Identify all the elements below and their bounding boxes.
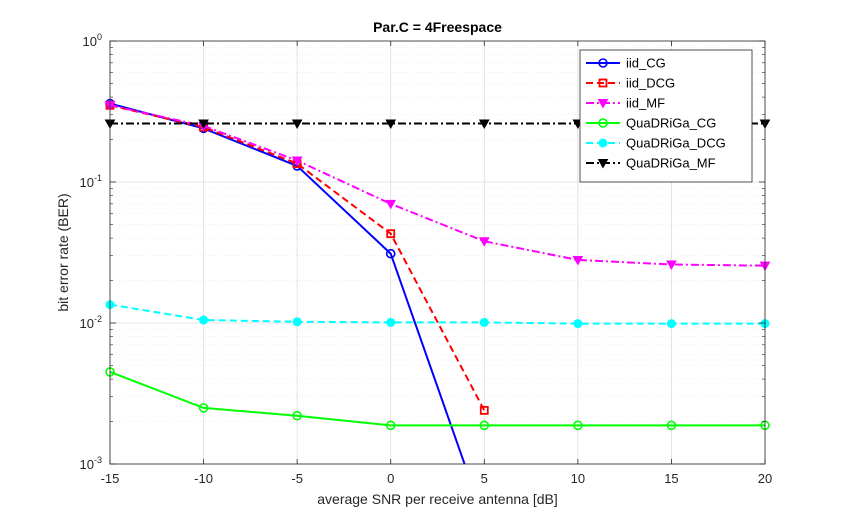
legend-label: QuaDRiGa_DCG <box>626 136 726 151</box>
data-point <box>198 119 209 130</box>
x-tick-label: 10 <box>571 471 585 486</box>
x-tick-label: -5 <box>291 471 303 486</box>
data-point <box>478 119 490 130</box>
data-point <box>386 317 396 327</box>
data-point <box>292 317 302 327</box>
series-QuaDRiGa_CG <box>105 367 770 431</box>
data-point <box>597 99 609 109</box>
data-point <box>385 199 397 210</box>
legend-item: iid_MF <box>586 96 665 111</box>
data-point <box>291 156 303 167</box>
data-point <box>478 237 490 247</box>
data-point <box>292 410 302 421</box>
data-point <box>385 420 396 431</box>
series-iid_MF <box>104 101 771 272</box>
series-line <box>110 104 765 267</box>
legend-item: QuaDRiGa_CG <box>586 116 716 131</box>
data-point <box>479 405 489 415</box>
data-point <box>199 315 209 325</box>
legend-item: iid_CG <box>586 56 666 71</box>
data-point <box>479 317 489 327</box>
legend-label: iid_CG <box>626 56 666 71</box>
data-point <box>598 118 608 128</box>
x-axis-label: average SNR per receive antenna [dB] <box>317 491 557 507</box>
plot-frame <box>109 40 766 465</box>
y-axis-label: bit error rate (BER) <box>55 193 71 311</box>
series-layer <box>104 98 771 464</box>
y-tick-label: 10-2 <box>80 314 102 331</box>
legend: iid_CG iid_DCG iid_MF QuaDRiGa_CG QuaDRiGa_D… <box>579 49 753 183</box>
legend-label: iid_MF <box>626 96 665 111</box>
x-tick-label: -10 <box>194 471 213 486</box>
data-point <box>573 420 583 431</box>
x-tick-label: -15 <box>101 471 120 486</box>
data-point <box>291 119 303 130</box>
data-point <box>572 255 584 266</box>
y-tick-label: 100 <box>83 32 102 49</box>
data-point <box>198 403 209 413</box>
data-point <box>597 159 609 169</box>
data-point <box>666 420 677 431</box>
data-point <box>598 58 608 68</box>
chart-title: Par.C = 4Freespace <box>373 19 502 35</box>
legend-item: QuaDRiGa_DCG <box>586 136 726 151</box>
data-point <box>598 78 608 88</box>
data-point <box>598 138 608 148</box>
data-point <box>666 260 677 271</box>
x-tick-label: 5 <box>481 471 488 486</box>
y-tick-label: 10-1 <box>80 173 102 190</box>
x-tick-label: 0 <box>387 471 394 486</box>
data-point <box>666 319 676 329</box>
series-line <box>110 104 486 411</box>
x-tick-label: 20 <box>758 471 772 486</box>
legend-item: QuaDRiGa_MF <box>586 156 716 171</box>
data-point <box>386 229 396 239</box>
data-point <box>479 420 490 431</box>
y-tick-label: 10-3 <box>80 455 102 472</box>
legend-label: QuaDRiGa_MF <box>626 156 716 171</box>
series-line <box>110 370 765 427</box>
data-point <box>573 319 583 329</box>
legend-label: QuaDRiGa_CG <box>626 116 716 131</box>
legend-item: iid_DCG <box>586 76 675 91</box>
axis-ticks: -15 -10 -5 0 5 10 15 20 10-3 10-2 10-1 100 <box>80 32 773 486</box>
data-point <box>385 248 396 259</box>
legend-label: iid_DCG <box>626 76 675 91</box>
legend-box <box>579 49 753 183</box>
x-tick-label: 15 <box>664 471 678 486</box>
series-line <box>110 303 765 325</box>
data-point <box>385 119 397 130</box>
